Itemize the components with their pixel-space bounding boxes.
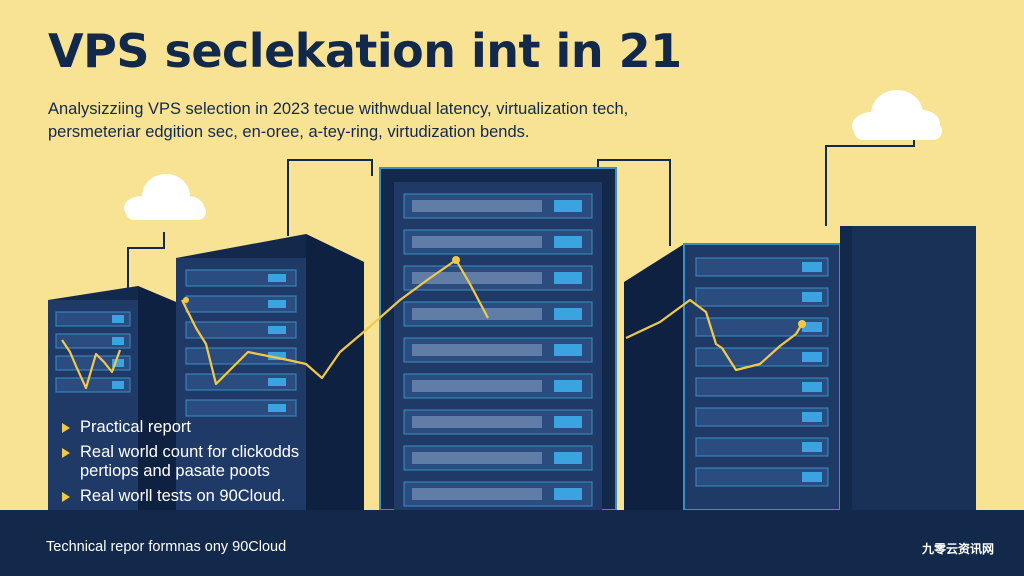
bullet-triangle-icon <box>62 423 70 433</box>
cloud-icon <box>852 90 942 140</box>
feature-list: Practical report Real world count for cl… <box>62 418 299 512</box>
footer-caption: Technical repor formnas ony 90Cloud <box>46 539 287 555</box>
list-item: Practical report <box>62 418 299 437</box>
footer-bar: Technical repor formnas ony 90Cloud 九零云资… <box>0 510 1024 576</box>
trend-points <box>183 256 806 328</box>
bullet-triangle-icon <box>62 492 70 502</box>
list-item-text: pertiops and pasate poots <box>80 462 270 480</box>
cloud-icon <box>124 174 206 220</box>
page-subtitle: Analysizziing VPS selection in 2023 tecu… <box>48 98 708 144</box>
list-item-text: Real world count for clickodds <box>80 443 300 461</box>
server-rack-icon <box>624 226 976 511</box>
subtitle-line: persmeteriar edgition sec, en-oree, a-te… <box>48 123 530 141</box>
trend-line <box>61 258 803 390</box>
subtitle-line: Analysizziing VPS selection in 2023 tecu… <box>48 100 629 118</box>
list-item-text: Practical report <box>80 418 191 436</box>
server-rack-icon <box>176 234 364 510</box>
list-item: Real worll tests on 90Cloud. <box>62 487 299 506</box>
list-item-text: Real worll tests on 90Cloud. <box>80 487 286 505</box>
footer-brand: 九零云资讯网 <box>921 542 994 556</box>
page-title: VPS seclekation int in 21 <box>48 24 682 78</box>
list-item: Real world count for clickodds pertiops … <box>62 443 299 481</box>
bullet-triangle-icon <box>62 448 70 458</box>
server-rack-icon <box>379 167 617 511</box>
server-rack-icon <box>48 286 176 510</box>
